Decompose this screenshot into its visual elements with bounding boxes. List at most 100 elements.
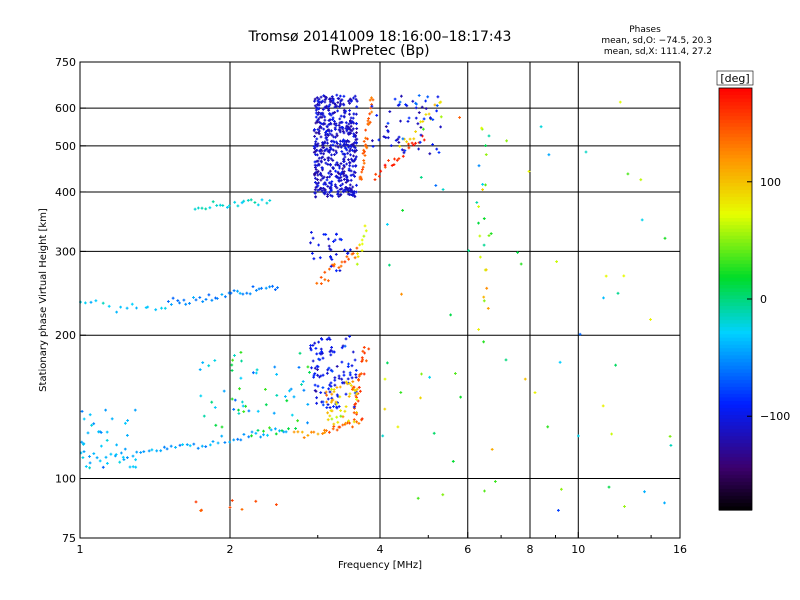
data-point-1120 [213, 406, 217, 409]
colorbar-band-16 [719, 144, 752, 149]
data-point-471 [354, 157, 357, 161]
data-point-834 [386, 136, 390, 140]
colorbar: 100 0 −100 [718, 87, 790, 511]
data-point-249 [370, 110, 374, 114]
data-point-768 [313, 104, 317, 108]
data-point-246 [367, 117, 370, 120]
data-point-907 [344, 337, 348, 341]
data-point-633 [313, 97, 317, 101]
data-point-283 [421, 120, 425, 123]
colorbar-band-5 [719, 105, 752, 110]
data-point-857 [388, 110, 392, 113]
data-point-1175 [451, 460, 455, 463]
data-point-1144 [306, 365, 310, 369]
data-point-720 [344, 181, 348, 184]
data-point-86 [355, 420, 358, 424]
x-tick-label-4: 8 [527, 543, 534, 556]
data-point-1241 [519, 262, 523, 266]
data-point-613 [342, 103, 346, 107]
data-point-280 [412, 137, 416, 141]
colorbar-band-93 [719, 415, 752, 420]
data-point-831 [393, 97, 397, 101]
data-point-435 [324, 161, 328, 165]
data-point-523 [351, 116, 355, 120]
colorbar-band-116 [719, 495, 752, 501]
data-point-856 [418, 140, 422, 144]
data-point-208 [228, 204, 231, 208]
data-point-820 [386, 130, 390, 134]
data-point-449 [344, 121, 348, 125]
data-point-805 [333, 103, 337, 107]
y-tick-label-1: 100 [55, 473, 76, 486]
data-point-687 [316, 173, 320, 177]
data-point-869 [404, 103, 407, 106]
data-point-1249 [194, 500, 198, 504]
data-point-634 [336, 145, 340, 149]
data-point-964 [315, 352, 319, 356]
chart-subtitle: RwPretec (Bp) [330, 43, 429, 59]
data-point-525 [353, 141, 357, 144]
data-point-545 [334, 124, 338, 127]
data-point-1158 [487, 134, 491, 138]
data-point-637 [314, 131, 318, 135]
data-point-161 [257, 287, 261, 291]
colorbar-band-2 [719, 95, 752, 100]
data-point-109 [365, 359, 368, 363]
data-point-1015 [355, 392, 359, 395]
data-point-12 [131, 454, 135, 458]
data-point-1218 [490, 448, 494, 451]
data-point-1136 [239, 351, 243, 354]
colorbar-band-36 [719, 214, 752, 219]
data-point-1237 [643, 490, 646, 494]
data-point-1208 [616, 291, 620, 295]
data-point-1176 [533, 391, 537, 394]
data-point-724 [321, 143, 325, 147]
data-point-268 [407, 146, 411, 150]
data-point-1225 [419, 396, 422, 400]
x-tick-label-3: 6 [464, 543, 471, 556]
data-point-1022 [352, 420, 356, 424]
data-point-10 [121, 455, 125, 459]
data-point-133 [170, 303, 173, 306]
data-point-158 [248, 292, 252, 296]
data-point-893 [330, 346, 333, 349]
data-point-931 [319, 374, 323, 378]
data-point-351 [329, 113, 333, 117]
data-point-1118 [242, 410, 246, 413]
data-point-1149 [237, 412, 241, 415]
data-point-1164 [487, 234, 491, 237]
data-point-1185 [669, 444, 673, 447]
data-point-717 [321, 166, 324, 170]
data-point-770 [325, 124, 329, 128]
data-point-195 [362, 234, 366, 238]
data-point-948 [326, 368, 330, 372]
colorbar-band-94 [719, 418, 752, 423]
data-point-1189 [432, 431, 436, 435]
colorbar-band-10 [719, 123, 752, 128]
data-point-1024 [326, 411, 329, 415]
data-point-498 [339, 114, 343, 118]
data-point-48 [266, 433, 269, 437]
data-point-495 [325, 138, 329, 142]
data-point-33 [209, 443, 212, 447]
data-point-855 [417, 147, 420, 151]
data-point-993 [347, 395, 351, 398]
data-point-895 [312, 375, 315, 379]
y-tick-label-7: 750 [55, 56, 76, 69]
data-point-1125 [256, 409, 260, 413]
data-point-593 [319, 178, 323, 182]
legend-line-2: mean, sd,X: 111.4, 27.2 [604, 47, 712, 57]
data-point-239 [366, 137, 369, 141]
data-point-863 [401, 137, 405, 141]
data-point-38 [228, 440, 231, 444]
colorbar-band-119 [719, 506, 752, 511]
data-point-173 [327, 279, 330, 283]
colorbar-band-26 [719, 179, 752, 184]
data-point-1177 [388, 263, 391, 267]
data-point-391 [334, 144, 338, 148]
data-point-1056 [309, 241, 312, 245]
data-point-1134 [222, 389, 226, 393]
data-point-580 [334, 175, 338, 178]
data-point-1121 [297, 366, 301, 369]
data-point-610 [349, 169, 353, 173]
